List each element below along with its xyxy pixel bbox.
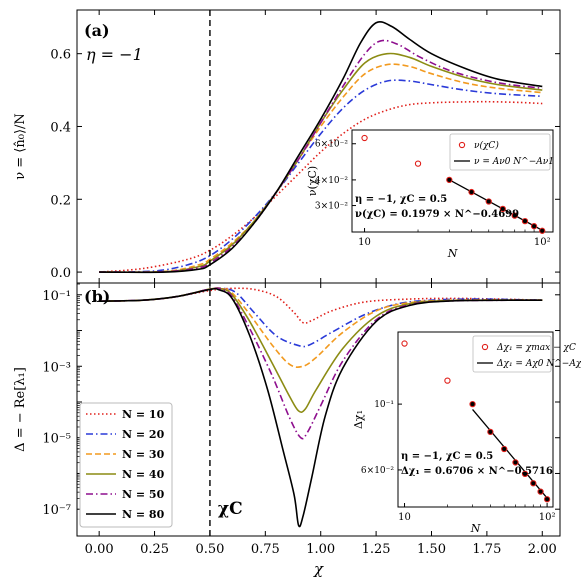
y-axis-label-a: ν = ⟨n̂₀⟩/N <box>13 113 28 180</box>
undefined-inset-marker <box>521 470 529 478</box>
x-tick-label: 0.50 <box>195 542 224 557</box>
a-inset-marker <box>361 134 368 142</box>
undefined-inset-note-2: Δχ₁ = 0.6706 × N^−0.5716 <box>401 466 553 477</box>
undefined-inset-marker <box>401 340 408 347</box>
legend-label-b-4: N = 40 <box>122 468 165 481</box>
x-axis-label: χ <box>313 560 324 578</box>
a-inset-marker <box>530 223 538 230</box>
legend-label-b-5: N = 50 <box>122 488 165 501</box>
a-inset: 10 10² 3×10⁻² 4×10⁻² 6×10⁻² Nν(χC) ν(χC) ν = Aν… <box>306 129 554 260</box>
a-inset-marker <box>468 188 475 196</box>
undefined-inset-y-tick-label: 10⁻¹ <box>374 400 394 410</box>
series-line-a-2 <box>99 79 543 273</box>
panel-a-curves <box>99 20 543 274</box>
undefined-inset-legend-marker <box>481 343 489 351</box>
y-axis-label-b: Δ = − Re[λ₁] <box>13 367 28 452</box>
panel-b-curves <box>99 287 543 528</box>
undefined-inset-x-label: N <box>470 522 481 535</box>
a-inset-marker <box>539 227 546 234</box>
undefined-inset-marker <box>444 377 451 384</box>
y-tick-label-a: 0.2 <box>50 193 71 208</box>
a-inset-y-tick-label: 3×10⁻² <box>315 202 348 212</box>
x-tick-label: 0.00 <box>85 542 114 557</box>
undefined-inset-note-1: η = −1, χC = 0.5 <box>401 451 493 462</box>
a-inset-y-label: ν(χC) <box>306 166 319 196</box>
y-tick-label-a: 0.4 <box>50 120 71 135</box>
undefined-inset-marker <box>512 459 519 466</box>
series-line-b-1 <box>99 287 543 324</box>
undefined-inset-marker <box>543 496 551 503</box>
y-tick-label-a: 0.0 <box>50 266 71 281</box>
a-inset-x-label: N <box>447 247 458 260</box>
a-inset-x-tick-label: 10 <box>358 237 371 248</box>
x-tick-label: 2.00 <box>528 542 557 557</box>
eta-annotation: η = −1 <box>86 45 143 64</box>
a-inset-marker <box>499 205 506 213</box>
legend-label-b-3: N = 30 <box>122 448 165 461</box>
series-line-b-2 <box>99 287 543 348</box>
a-inset-marker <box>521 217 529 225</box>
x-tick-label: 1.50 <box>417 542 446 557</box>
series-line-a-5 <box>99 39 543 273</box>
a-inset-note-1: η = −1, χC = 0.5 <box>355 194 447 205</box>
x-tick-label: 0.25 <box>140 542 169 557</box>
legend-label-b-2: N = 20 <box>122 428 165 441</box>
series-line-a-1 <box>99 100 543 273</box>
series-line-b-3 <box>99 287 543 368</box>
undefined-inset-marker <box>501 445 508 453</box>
a-inset-legend-label-2: ν = Aν0 N^−Aν1 <box>474 157 554 167</box>
chi-c-label: χC <box>218 499 243 519</box>
a-inset-y-tick-label: 6×10⁻² <box>315 140 348 150</box>
x-tick-label: 1.00 <box>306 542 335 557</box>
undefined-inset-x-tick-label: 10 <box>398 512 411 523</box>
a-inset-x-tick-label: 10² <box>534 237 551 248</box>
legend-label-b-6: N = 80 <box>122 508 165 521</box>
x-tick-label: 0.75 <box>251 542 280 557</box>
x-tick-label: 1.25 <box>362 542 391 557</box>
undefined-inset-y-tick-label: 6×10⁻² <box>361 466 394 476</box>
panel-label-b: (b) <box>84 287 110 306</box>
panel-b: 10⁻¹ 10⁻³ 10⁻⁵ 10⁻⁷ 0.00 0.25 0.50 0.75 1.00 1.25… <box>13 282 561 578</box>
y-tick-label-a: 0.6 <box>50 48 71 63</box>
a-inset-marker <box>511 212 518 219</box>
a-inset-marker <box>485 198 492 205</box>
x-tick-label: 1.75 <box>472 542 501 557</box>
undefined-inset-legend-label-2: Δχ₁ = Aχ0 N^−Aχ1 <box>496 359 581 369</box>
a-inset-legend-label-1: ν(χC) <box>474 140 499 151</box>
a-inset-legend-marker <box>458 141 466 149</box>
undefined-inset-marker <box>469 400 476 408</box>
panel-label-a: (a) <box>84 21 110 40</box>
undefined-inset-y-label: Δχ₁ <box>352 410 365 429</box>
a-inset-marker <box>414 160 422 167</box>
undefined-inset-marker <box>537 488 544 495</box>
undefined-inset-legend-label-1: Δχ₁ = χmax − χC <box>496 343 576 353</box>
undefined-inset: 10 10² 6×10⁻² 10⁻¹ N Δχ₁ Δχ₁ = χmax − χC Δχ₁ = … <box>352 331 581 535</box>
legend-label-b-1: N = 10 <box>122 408 165 421</box>
y-tick-label-b: 10⁻¹ <box>42 289 71 304</box>
y-tick-label-b: 10⁻⁷ <box>42 503 71 518</box>
series-line-b-6 <box>99 287 543 528</box>
legend-b: N = 10 N = 20 N = 30 N = 40 N = 50 N = 80 <box>79 402 173 528</box>
undefined-inset-marker <box>487 428 494 436</box>
series-line-a-3 <box>99 63 543 273</box>
undefined-inset-x-tick-label: 10² <box>539 512 556 523</box>
y-tick-label-b: 10⁻⁵ <box>42 432 71 447</box>
a-inset-marker <box>446 176 453 184</box>
a-inset-y-tick-label: 4×10⁻² <box>315 176 348 186</box>
series-line-a-6 <box>99 20 543 274</box>
panel-b-frame <box>76 282 561 537</box>
a-inset-legend-box <box>449 133 551 171</box>
undefined-inset-marker <box>530 480 537 487</box>
a-inset-note-2: ν(χC) = 0.1979 × N^−0.4699 <box>355 209 519 220</box>
y-tick-label-b: 10⁻³ <box>42 360 71 375</box>
